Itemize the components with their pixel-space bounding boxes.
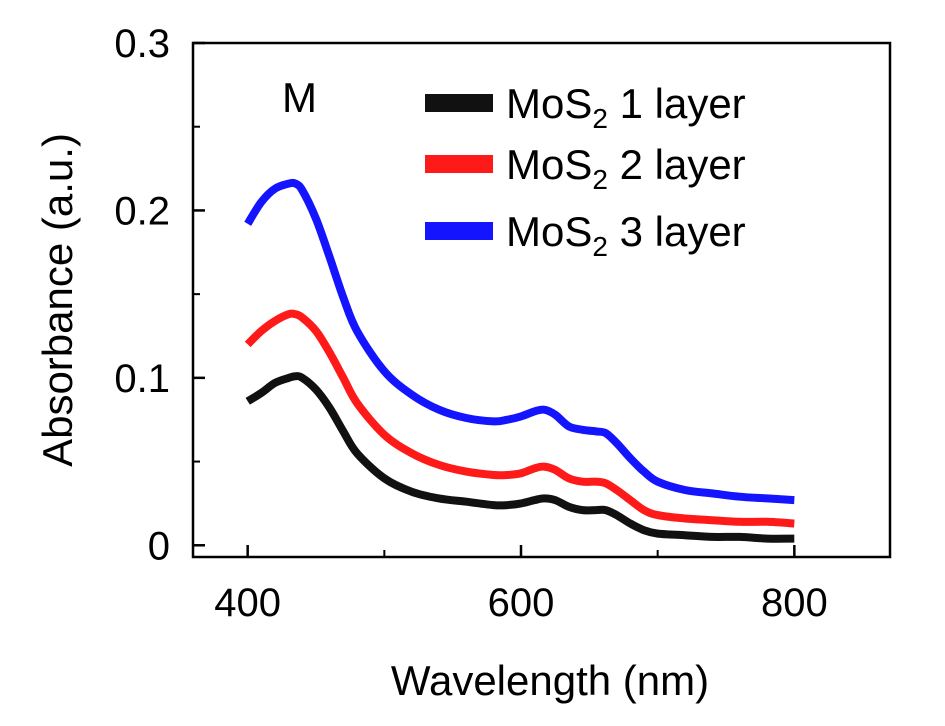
y-tick-label: 0.3 (114, 22, 170, 66)
series-line-2 (244, 309, 795, 528)
legend-label: MoS2 2 layer (506, 141, 746, 195)
series-line-3 (244, 178, 795, 505)
legend-label: MoS2 1 layer (506, 80, 746, 134)
y-tick-label: 0 (148, 524, 170, 568)
series-lines (244, 178, 795, 543)
plot-frame (191, 41, 892, 559)
legend-label-tail: 1 layer (608, 80, 746, 127)
panel-label: M (282, 74, 317, 121)
legend-swatch (425, 222, 493, 240)
x-tick-label: 600 (488, 581, 555, 625)
x-tick-label: 800 (761, 581, 828, 625)
legend-label-subscript: 2 (592, 231, 608, 262)
legend-label-main: MoS (506, 141, 592, 188)
y-tick-label: 0.1 (114, 357, 170, 401)
x-axis-title: Wavelength (nm) (391, 657, 709, 704)
axis-tick-labels: 400 600 800 0 0.1 0.2 0.3 (114, 22, 827, 625)
legend-label-main: MoS (506, 80, 592, 127)
legend-label: MoS2 3 layer (506, 208, 746, 262)
y-tick-label: 0.2 (114, 189, 170, 233)
legend-label-tail: 3 layer (608, 208, 746, 255)
y-axis-title: Absorbance (a.u.) (34, 133, 81, 467)
legend-label-subscript: 2 (592, 164, 608, 195)
legend-label-tail: 2 layer (608, 141, 746, 188)
legend-swatch (425, 94, 493, 112)
legend-label-main: MoS (506, 208, 592, 255)
axis-ticks (193, 41, 796, 557)
legend-label-subscript: 2 (592, 103, 608, 134)
x-tick-label: 400 (214, 581, 281, 625)
series-line-1 (245, 372, 795, 543)
legend-swatch (425, 155, 493, 173)
